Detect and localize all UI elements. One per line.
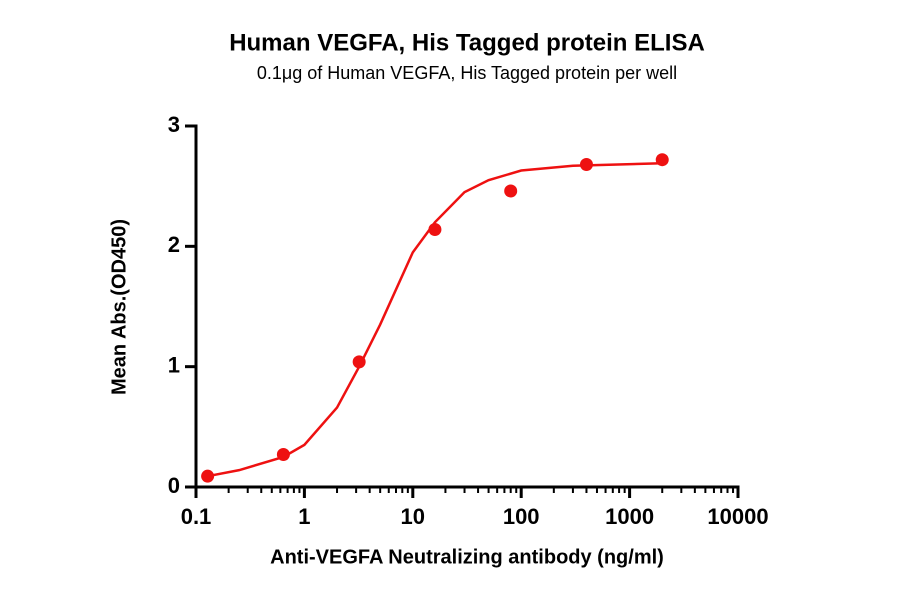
fit-curve [207,162,663,478]
x-tick-label: 1 [298,504,310,529]
data-point [504,184,518,198]
chart-subtitle: 0.1μg of Human VEGFA, His Tagged protein… [257,63,677,83]
data-point [201,469,215,483]
x-axis-label: Anti-VEGFA Neutralizing antibody (ng/ml) [270,546,664,568]
data-point [655,153,669,167]
x-tick-label: 0.1 [181,504,212,529]
data-point [579,158,593,172]
x-tick-label: 10 [401,504,425,529]
data-point [428,222,442,236]
x-tick-label: 1000 [605,504,654,529]
y-tick-label: 1 [168,352,180,377]
y-tick-label: 2 [168,232,180,257]
x-tick-label: 10000 [707,504,768,529]
y-axis-label: Mean Abs.(OD450) [108,219,130,395]
data-point [276,448,290,462]
x-tick-label: 100 [503,504,540,529]
y-tick-label: 3 [168,112,180,137]
chart-title: Human VEGFA, His Tagged protein ELISA [229,29,705,56]
y-tick-label: 0 [168,473,180,498]
data-point [352,355,366,369]
